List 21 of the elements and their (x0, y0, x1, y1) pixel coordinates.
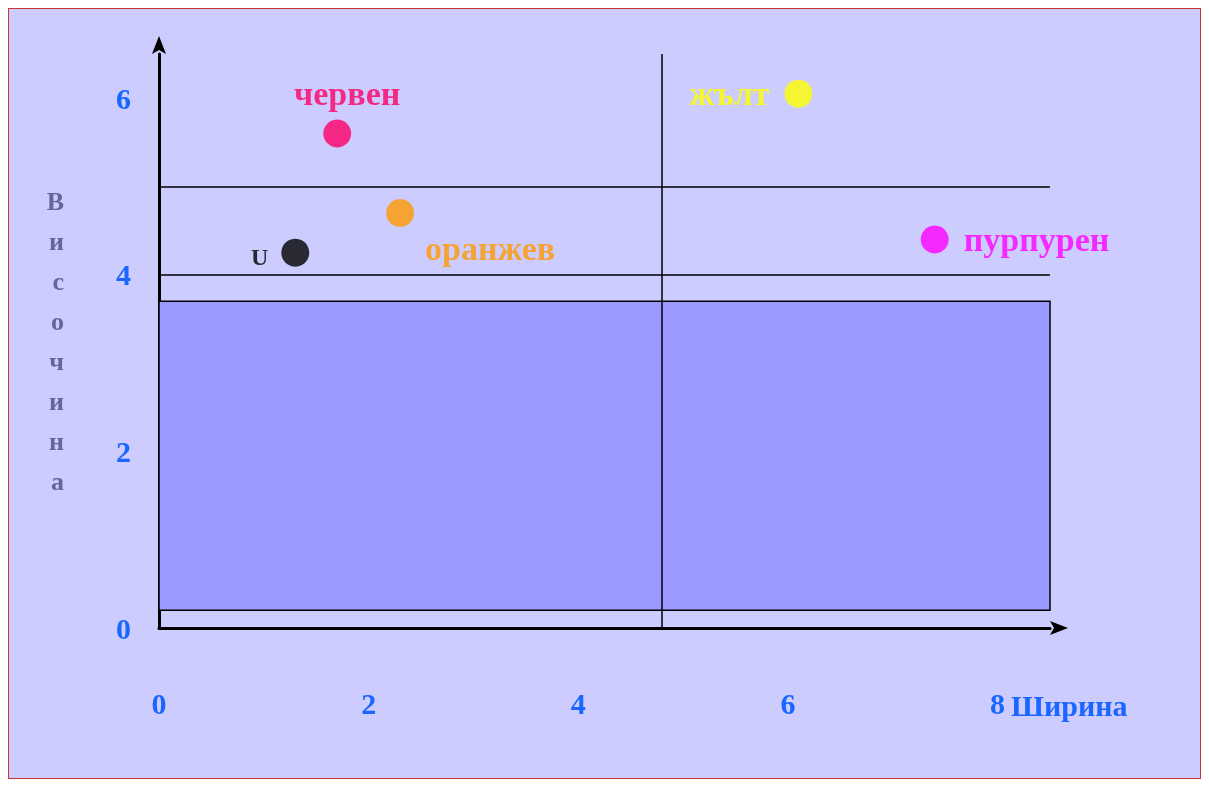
series-label: червен (294, 74, 401, 112)
point (386, 198, 415, 227)
series-label: оранжев (425, 230, 556, 268)
series-label: U (250, 243, 269, 270)
series-label: пурпурен (963, 220, 1110, 258)
x-axis-title: Ширина (1010, 688, 1128, 722)
y-tick-label: 0 (116, 611, 131, 645)
x-tick-label: 4 (570, 686, 586, 720)
y-tick-label: 6 (116, 81, 131, 115)
point (784, 79, 813, 108)
x-tick-label: 6 (780, 686, 796, 720)
series-label: жълт (689, 75, 770, 113)
y-tick-label: 2 (116, 434, 131, 468)
point (281, 238, 310, 267)
x-tick-label: 8 (990, 686, 1006, 720)
x-tick-label: 2 (361, 686, 377, 720)
point (920, 225, 949, 254)
point (323, 119, 352, 148)
y-axis-title: Височина (46, 186, 65, 496)
y-tick-label: 4 (116, 258, 131, 292)
x-tick-label: 0 (151, 686, 167, 720)
